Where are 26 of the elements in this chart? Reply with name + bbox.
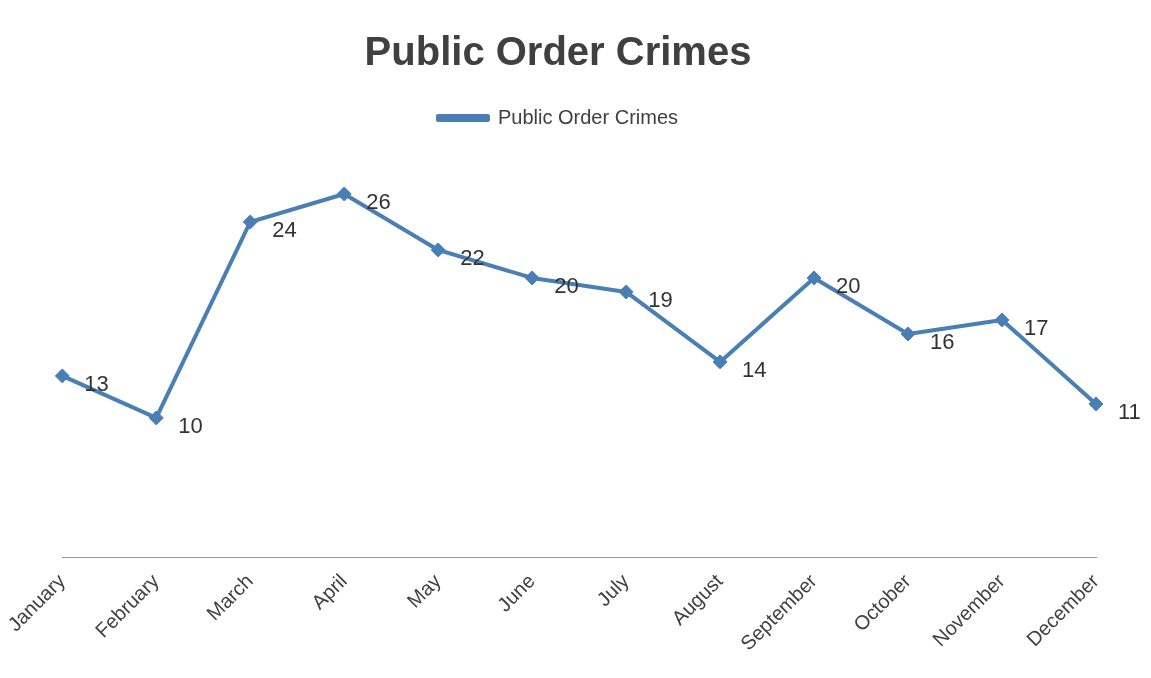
data-label: 17 (1024, 315, 1049, 340)
point (336, 186, 352, 202)
legend-label: Public Order Crimes (497, 105, 679, 128)
point (618, 284, 634, 300)
point (994, 312, 1010, 328)
data-label: 14 (742, 356, 767, 382)
data-label: 13 (84, 370, 109, 396)
data-label: 20 (836, 273, 861, 299)
data-label: 24 (272, 217, 297, 243)
point (430, 242, 446, 258)
data-label: 10 (178, 412, 203, 438)
point (524, 270, 540, 286)
data-label: 16 (930, 328, 955, 354)
data-label: 11 (1118, 398, 1141, 424)
point (242, 214, 258, 230)
x-tick-label: May (402, 569, 445, 612)
point (1088, 396, 1104, 412)
data-label: 19 (648, 287, 673, 313)
point (54, 368, 70, 384)
point (806, 270, 822, 286)
point (900, 326, 916, 342)
point (148, 410, 164, 426)
point (712, 354, 728, 370)
x-tick-label: July (592, 569, 633, 611)
data-label: 26 (366, 189, 391, 215)
chart-title: Public Order Crimes (364, 29, 752, 74)
